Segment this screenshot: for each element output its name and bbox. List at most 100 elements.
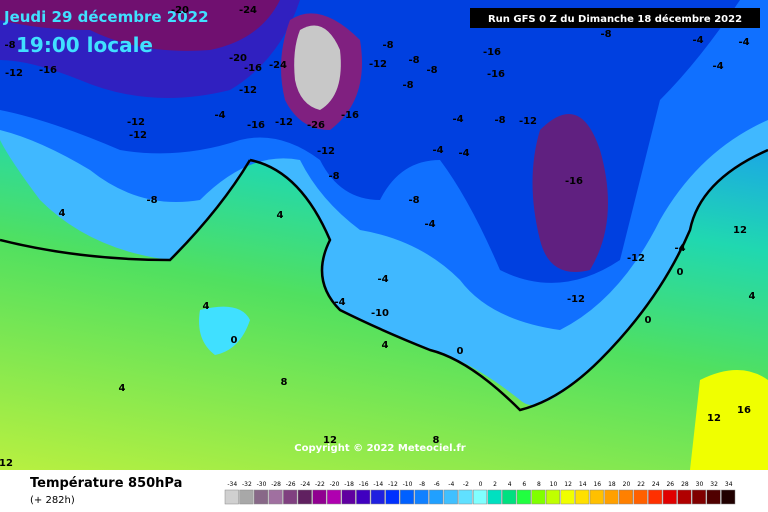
- legend-label: 34: [725, 481, 733, 488]
- legend-swatch: [239, 489, 254, 505]
- legend-swatch: [399, 489, 415, 505]
- legend-label: -14: [373, 481, 383, 488]
- legend-swatch: [589, 489, 604, 505]
- zero-isotherm: [0, 159, 252, 262]
- contour-label: -8: [4, 40, 15, 51]
- legend-swatch: [487, 489, 502, 505]
- contour-label: -8: [600, 29, 611, 40]
- contour-label: -8: [402, 80, 413, 91]
- legend-label: -32: [242, 481, 252, 488]
- contour-label: 0: [457, 346, 464, 357]
- legend-swatch: [458, 489, 473, 505]
- legend-label: 6: [522, 481, 526, 488]
- contour-label: 0: [645, 315, 652, 326]
- contour-label: -12: [567, 294, 585, 305]
- run-banner: [470, 8, 760, 28]
- legend-label: -30: [257, 481, 267, 488]
- legend-swatch: [297, 489, 312, 505]
- contour-label: -12: [627, 253, 645, 264]
- contour-label: 8: [281, 377, 288, 388]
- legend-label: 28: [681, 481, 689, 488]
- legend-label: -6: [434, 481, 440, 488]
- valid-date: Jeudi 29 décembre 2022: [3, 8, 209, 26]
- contour-label: -4: [432, 145, 443, 156]
- legend-swatch: [224, 489, 239, 505]
- contour-label: 4: [203, 301, 210, 312]
- legend-swatch: [268, 489, 283, 505]
- footer-title: Température 850hPa: [30, 476, 182, 491]
- cold-area: [532, 114, 608, 272]
- legend-label: -34: [227, 481, 237, 488]
- contour-label: -4: [674, 243, 685, 254]
- lead-time: (+ 282h): [30, 495, 75, 506]
- contour-label: -4: [738, 37, 749, 48]
- contour-label: -8: [426, 65, 437, 76]
- legend-label: 2: [493, 481, 497, 488]
- contour-label: 12: [323, 435, 337, 446]
- legend-swatch: [575, 489, 590, 505]
- legend-label: 22: [637, 481, 645, 488]
- contour-label: -8: [408, 55, 419, 66]
- contour-label: -26: [307, 120, 325, 131]
- valid-time: 19:00 locale: [16, 33, 153, 57]
- contour-label: -12: [5, 68, 23, 79]
- contour-label: -12: [239, 85, 257, 96]
- contour-label: -4: [334, 297, 345, 308]
- legend-swatch: [341, 489, 356, 505]
- contour-label: -16: [341, 110, 359, 121]
- legend-swatch: [618, 489, 634, 505]
- legend-label: -4: [448, 481, 454, 488]
- legend-label: -28: [271, 481, 281, 488]
- legend-label: 0: [479, 481, 483, 488]
- legend-swatch: [662, 489, 677, 505]
- contour-label: 16: [737, 405, 751, 416]
- legend-label: 30: [696, 481, 704, 488]
- legend-swatch: [648, 489, 663, 505]
- legend-label: 8: [537, 481, 541, 488]
- legend-label: -26: [286, 481, 296, 488]
- contour-label: -24: [239, 5, 257, 16]
- contour-label: 0: [231, 335, 238, 346]
- legend-label: 12: [564, 481, 572, 488]
- legend-label: 24: [652, 481, 660, 488]
- contour-label: -20: [229, 53, 247, 64]
- contour-label: 8: [433, 435, 440, 446]
- contour-label: 4: [749, 291, 756, 302]
- legend-swatch: [691, 489, 707, 505]
- contour-label: -12: [317, 146, 335, 157]
- legend-swatch: [370, 489, 385, 505]
- contour-label: -16: [483, 47, 501, 58]
- contour-label: 12: [0, 458, 13, 469]
- legend-swatch: [414, 489, 429, 505]
- contour-label: -4: [458, 148, 469, 159]
- contour-label: 4: [119, 383, 126, 394]
- contour-label: 4: [59, 208, 66, 219]
- contour-label: -12: [129, 130, 147, 141]
- legend-swatch: [677, 489, 692, 505]
- legend-swatch: [326, 489, 342, 505]
- legend-swatch: [502, 489, 517, 505]
- legend-label: 16: [593, 481, 601, 488]
- contour-label: -8: [146, 195, 157, 206]
- contour-label: -12: [127, 117, 145, 128]
- contour-label: -4: [452, 114, 463, 125]
- contour-label: -8: [328, 171, 339, 182]
- contour-label: -8: [382, 40, 393, 51]
- legend-swatch: [633, 489, 648, 505]
- legend-label: -16: [359, 481, 369, 488]
- contour-label: -16: [565, 176, 583, 187]
- legend-swatch: [604, 489, 619, 505]
- contour-label: 4: [382, 340, 389, 351]
- cold-pocket: [199, 306, 250, 355]
- color-legend: -34 -32 -30 -28 -26 -24 -22 -20 -18 -16 -14 -12 -10-…: [224, 481, 736, 505]
- zero-isotherm: [249, 148, 768, 412]
- legend-label: -10: [403, 481, 413, 488]
- legend-label: -24: [300, 481, 310, 488]
- legend-label: 32: [710, 481, 718, 488]
- contour-label: -16: [244, 63, 262, 74]
- legend-swatch: [472, 489, 488, 505]
- legend-swatch: [531, 489, 546, 505]
- contour-label: -4: [214, 110, 225, 121]
- legend-label: 18: [608, 481, 616, 488]
